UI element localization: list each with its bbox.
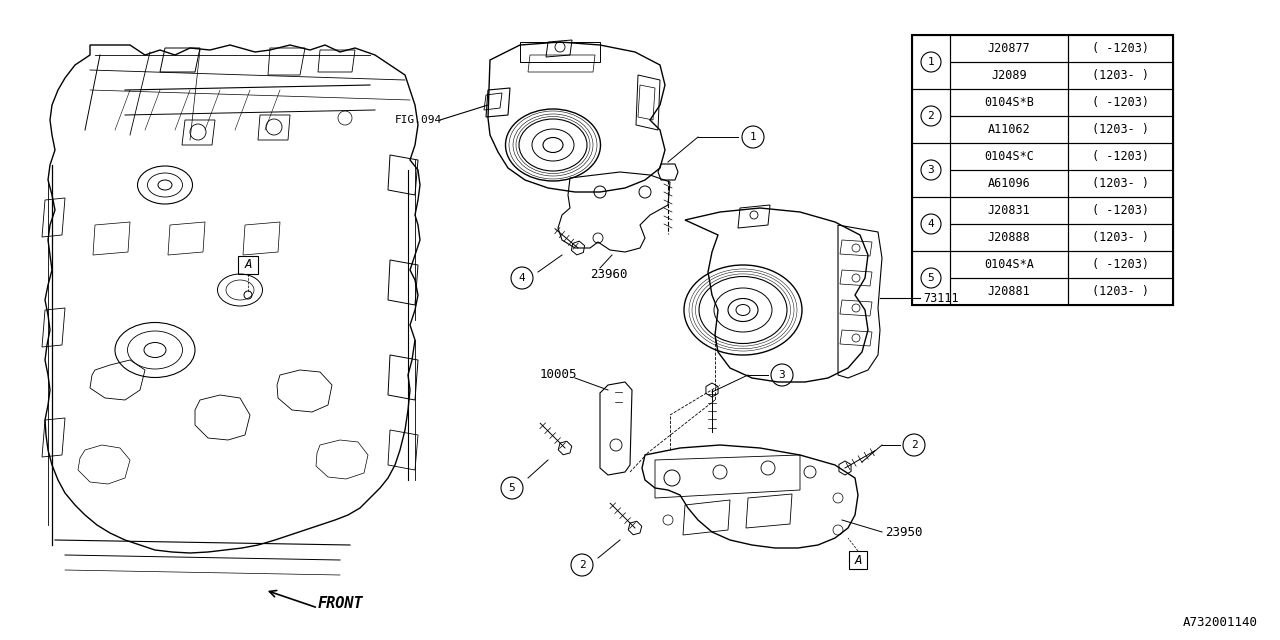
Text: 23960: 23960	[590, 268, 627, 281]
Text: J20831: J20831	[988, 204, 1030, 217]
Text: 3: 3	[928, 165, 934, 175]
Text: 23950: 23950	[884, 525, 923, 538]
Bar	[950, 62, 1068, 89]
Bar	[1068, 197, 1172, 224]
Text: (1203- ): (1203- )	[1092, 123, 1149, 136]
Text: 0104S*C: 0104S*C	[984, 150, 1034, 163]
Text: 10005: 10005	[540, 369, 577, 381]
Text: J20881: J20881	[988, 285, 1030, 298]
Text: ( -1203): ( -1203)	[1092, 96, 1149, 109]
Bar	[1068, 89, 1172, 116]
Text: 0104S*A: 0104S*A	[984, 258, 1034, 271]
Text: 1: 1	[928, 57, 934, 67]
Bar	[950, 197, 1068, 224]
Bar	[1068, 170, 1172, 197]
Bar	[1068, 251, 1172, 278]
Bar	[1068, 35, 1172, 62]
Text: A11062: A11062	[988, 123, 1030, 136]
Text: (1203- ): (1203- )	[1092, 231, 1149, 244]
Bar	[1068, 143, 1172, 170]
Bar	[911, 89, 950, 143]
Text: A: A	[244, 259, 252, 271]
Text: 5: 5	[508, 483, 516, 493]
Text: 1: 1	[750, 132, 756, 142]
Text: (1203- ): (1203- )	[1092, 285, 1149, 298]
Text: 5: 5	[928, 273, 934, 283]
Text: ( -1203): ( -1203)	[1092, 204, 1149, 217]
Text: A61096: A61096	[988, 177, 1030, 190]
Bar	[950, 170, 1068, 197]
Bar	[950, 89, 1068, 116]
Text: FIG.094: FIG.094	[396, 115, 443, 125]
Bar	[911, 35, 1172, 305]
Bar	[911, 35, 950, 89]
Bar	[1068, 116, 1172, 143]
Text: ( -1203): ( -1203)	[1092, 258, 1149, 271]
Bar	[950, 251, 1068, 278]
Text: 2: 2	[910, 440, 918, 450]
Bar	[911, 251, 950, 305]
Text: FRONT: FRONT	[317, 596, 364, 611]
Text: (1203- ): (1203- )	[1092, 177, 1149, 190]
Text: A: A	[854, 554, 861, 566]
Bar	[950, 116, 1068, 143]
Text: 2: 2	[928, 111, 934, 121]
Bar	[950, 143, 1068, 170]
Text: A732001140: A732001140	[1183, 616, 1258, 628]
Text: 3: 3	[778, 370, 786, 380]
Text: 2: 2	[579, 560, 585, 570]
Bar	[1068, 278, 1172, 305]
Text: J2089: J2089	[991, 69, 1027, 82]
Bar	[950, 35, 1068, 62]
Text: J20888: J20888	[988, 231, 1030, 244]
Text: ( -1203): ( -1203)	[1092, 150, 1149, 163]
Text: 4: 4	[928, 219, 934, 229]
Bar	[950, 278, 1068, 305]
Bar	[911, 197, 950, 251]
Bar	[1068, 224, 1172, 251]
Text: 73111: 73111	[923, 291, 959, 305]
Text: 0104S*B: 0104S*B	[984, 96, 1034, 109]
Text: ( -1203): ( -1203)	[1092, 42, 1149, 55]
Text: J20877: J20877	[988, 42, 1030, 55]
Bar	[1068, 62, 1172, 89]
Bar	[950, 224, 1068, 251]
Text: (1203- ): (1203- )	[1092, 69, 1149, 82]
Bar	[911, 143, 950, 197]
Text: 4: 4	[518, 273, 525, 283]
